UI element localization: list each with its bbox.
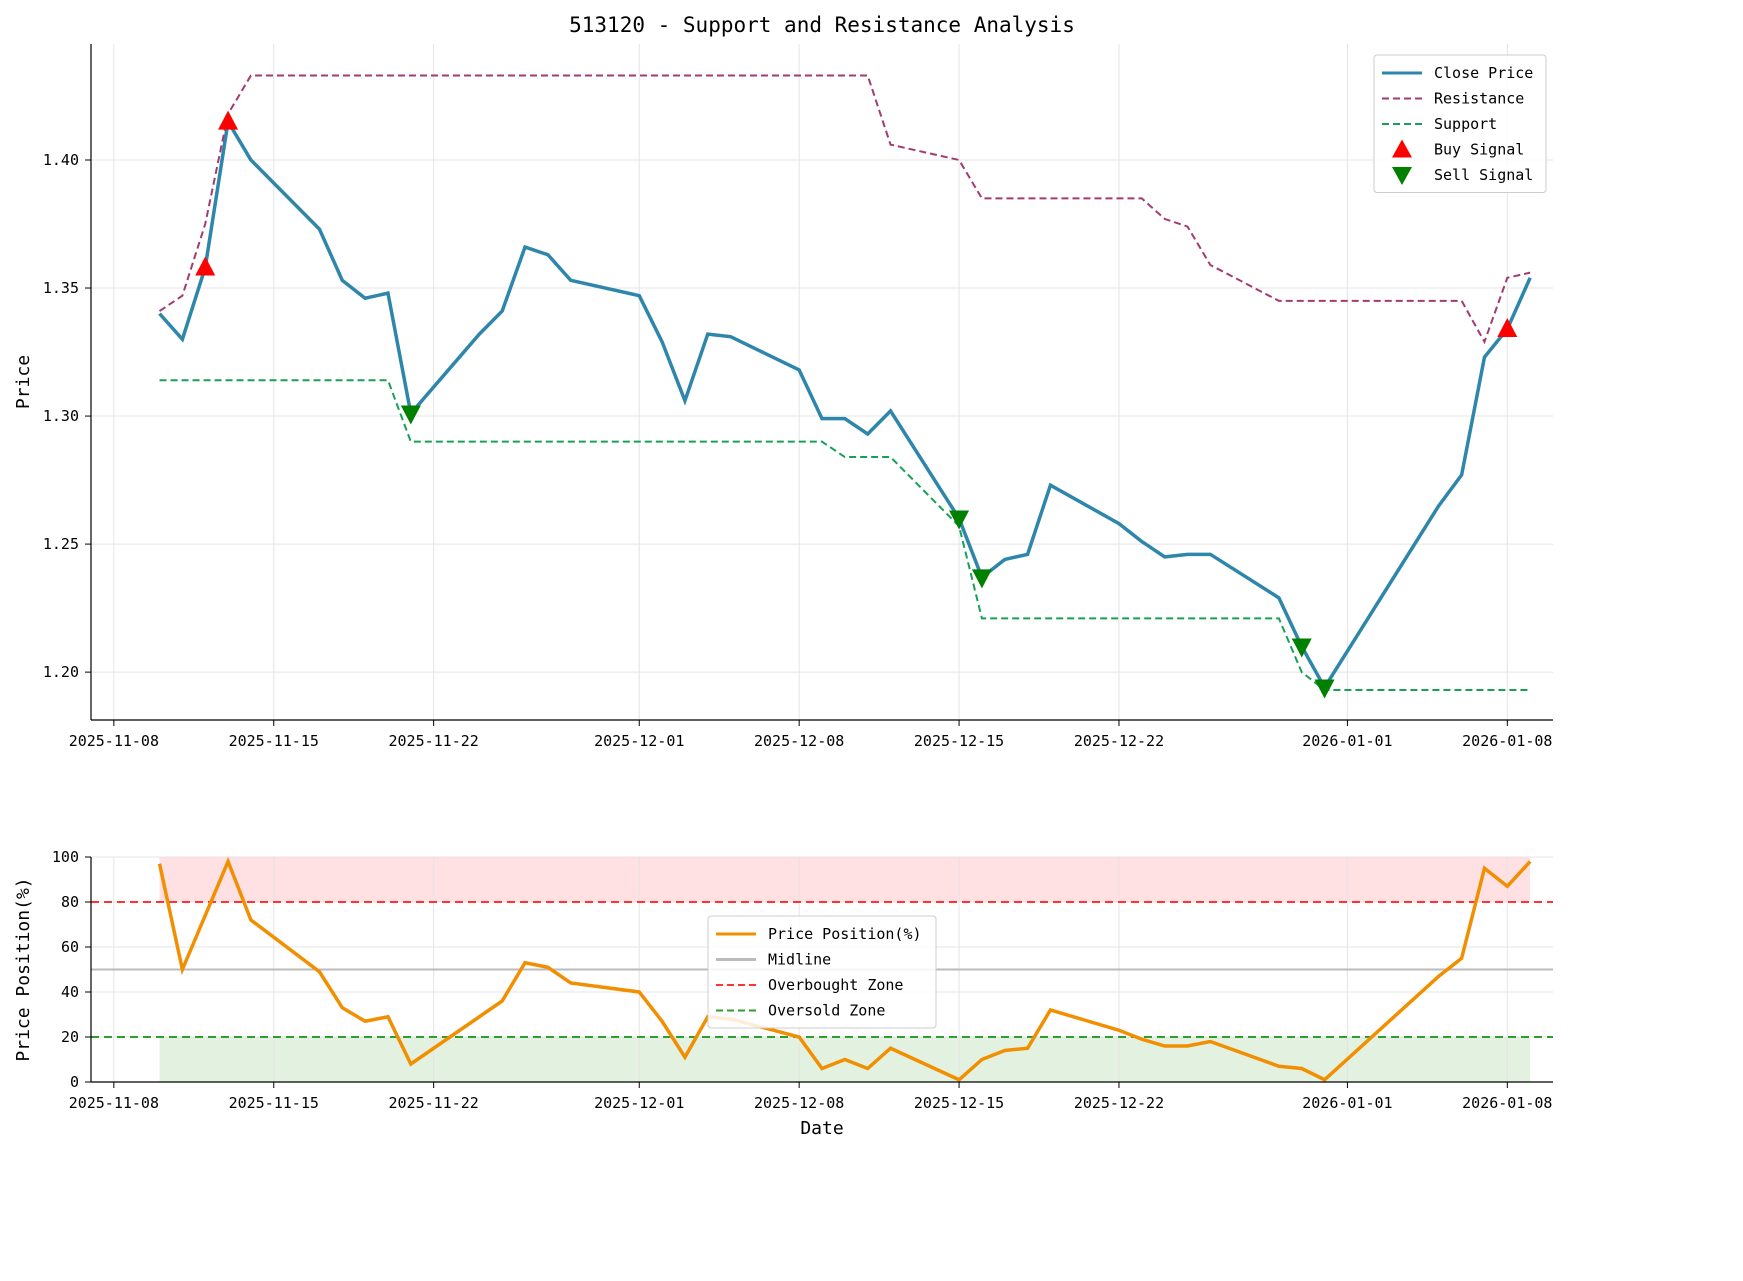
legend-label: Oversold Zone <box>768 1002 885 1020</box>
x-tick-label: 2026-01-01 <box>1302 1094 1392 1112</box>
legend-marker <box>1392 139 1412 158</box>
legend-box <box>707 915 937 1029</box>
x-tick-label: 2025-12-01 <box>594 732 684 750</box>
sell-signal-marker <box>1291 638 1312 658</box>
x-tick-label: 2025-12-22 <box>1074 1094 1164 1112</box>
zone-band <box>159 857 1531 902</box>
buy-signal-marker <box>218 110 239 130</box>
buy-signal-marker <box>1497 317 1518 337</box>
y-tick-label: 1.40 <box>43 151 79 169</box>
x-tick-label: 2025-11-22 <box>389 1094 479 1112</box>
legend-label: Overbought Zone <box>768 976 903 994</box>
sell-signal-marker <box>1314 679 1335 699</box>
x-tick-label: 2026-01-08 <box>1462 1094 1552 1112</box>
x-tick-label: 2025-11-15 <box>229 1094 319 1112</box>
sell-signal-marker <box>971 569 992 589</box>
legend-label: Midline <box>768 951 831 969</box>
x-tick-label: 2025-12-22 <box>1074 732 1164 750</box>
x-tick-label: 2025-11-08 <box>69 732 159 750</box>
legend: Close Price Resistance Support Buy Signal Se… <box>1373 54 1547 193</box>
x-tick-label: 2025-11-15 <box>229 732 319 750</box>
series-resistance <box>158 74 1531 345</box>
x-tick-label: 2026-01-01 <box>1302 732 1392 750</box>
sell-signal-marker <box>949 510 970 530</box>
buy-signal-marker <box>195 256 216 276</box>
y-tick-label: 60 <box>61 938 79 956</box>
series-support <box>159 379 1531 692</box>
y-tick-label: 100 <box>52 848 79 866</box>
legend-label: Sell Signal <box>1434 166 1533 184</box>
legend-label: Support <box>1434 115 1497 133</box>
y-axis-label: Price Position(%) <box>13 877 34 1061</box>
chart-title: 513120 - Support and Resistance Analysis <box>569 13 1075 37</box>
legend-label: Price Position(%) <box>768 925 922 943</box>
x-tick-label: 2025-12-08 <box>754 1094 844 1112</box>
x-tick-label: 2025-12-01 <box>594 1094 684 1112</box>
legend-marker <box>1392 167 1412 185</box>
y-tick-label: 1.25 <box>43 535 79 553</box>
series-close-price <box>158 116 1532 691</box>
y-tick-label: 1.30 <box>43 407 79 425</box>
x-tick-label: 2025-12-08 <box>754 732 844 750</box>
x-tick-label: 2025-11-22 <box>389 732 479 750</box>
y-tick-label: 1.20 <box>43 663 79 681</box>
sell-signal-marker <box>400 405 421 425</box>
x-tick-label: 2026-01-08 <box>1462 732 1552 750</box>
y-axis-label: Price <box>13 355 34 409</box>
legend-label: Close Price <box>1434 64 1533 82</box>
y-tick-label: 20 <box>61 1028 79 1046</box>
y-tick-label: 1.35 <box>43 279 79 297</box>
x-tick-label: 2025-12-15 <box>914 1094 1004 1112</box>
y-tick-label: 80 <box>61 893 79 911</box>
y-tick-label: 40 <box>61 983 79 1001</box>
x-tick-label: 2025-11-08 <box>69 1094 159 1112</box>
series-price-position- <box>157 856 1532 1082</box>
legend-label: Buy Signal <box>1434 141 1524 159</box>
legend-box <box>1373 54 1547 193</box>
x-tick-label: 2025-12-15 <box>914 732 1004 750</box>
y-tick-label: 0 <box>70 1073 79 1091</box>
legend-label: Resistance <box>1434 90 1524 108</box>
legend: Price Position(%) Midline Overbought Zone O… <box>707 915 937 1029</box>
x-axis-label: Date <box>800 1118 843 1139</box>
